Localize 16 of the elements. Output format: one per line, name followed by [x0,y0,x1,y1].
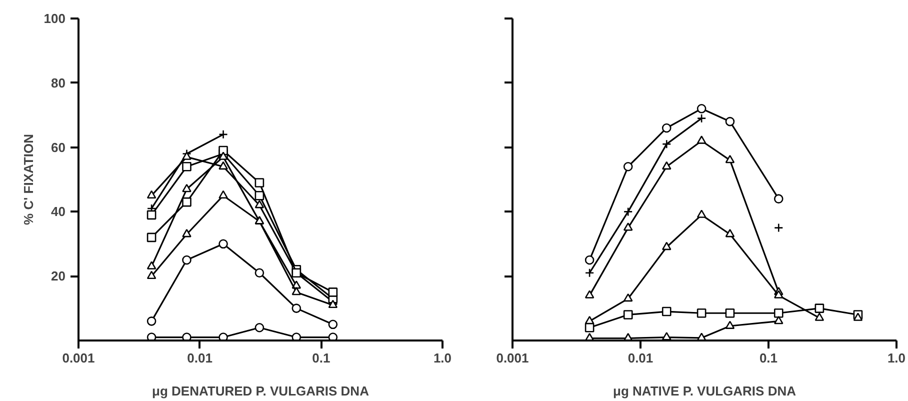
x-tick-label: 0.01 [628,350,654,366]
y-tick-label: 20 [51,268,66,284]
x-tick-label: 0.001 [496,350,529,366]
x-tick-label: 0.1 [759,350,778,366]
y-axis-title: % C' FIXATION [20,134,36,225]
x-tick-label: 0.001 [62,350,95,366]
x-tick-label: 0.1 [312,350,330,366]
y-tick-label: 80 [51,75,66,90]
x-tick-label: 0.01 [187,350,212,366]
x-tick-label: 1.0 [887,350,906,366]
y-tick-label: 40 [51,204,66,220]
x-axis-title: μg DENATURED P. VULGARIS DNA [152,384,370,398]
y-tick-label: 100 [44,11,66,26]
y-tick-label: 60 [51,140,66,155]
x-tick-label: 1.0 [433,350,452,366]
x-axis-title: μg NATIVE P. VULGARIS DNA [613,384,797,398]
